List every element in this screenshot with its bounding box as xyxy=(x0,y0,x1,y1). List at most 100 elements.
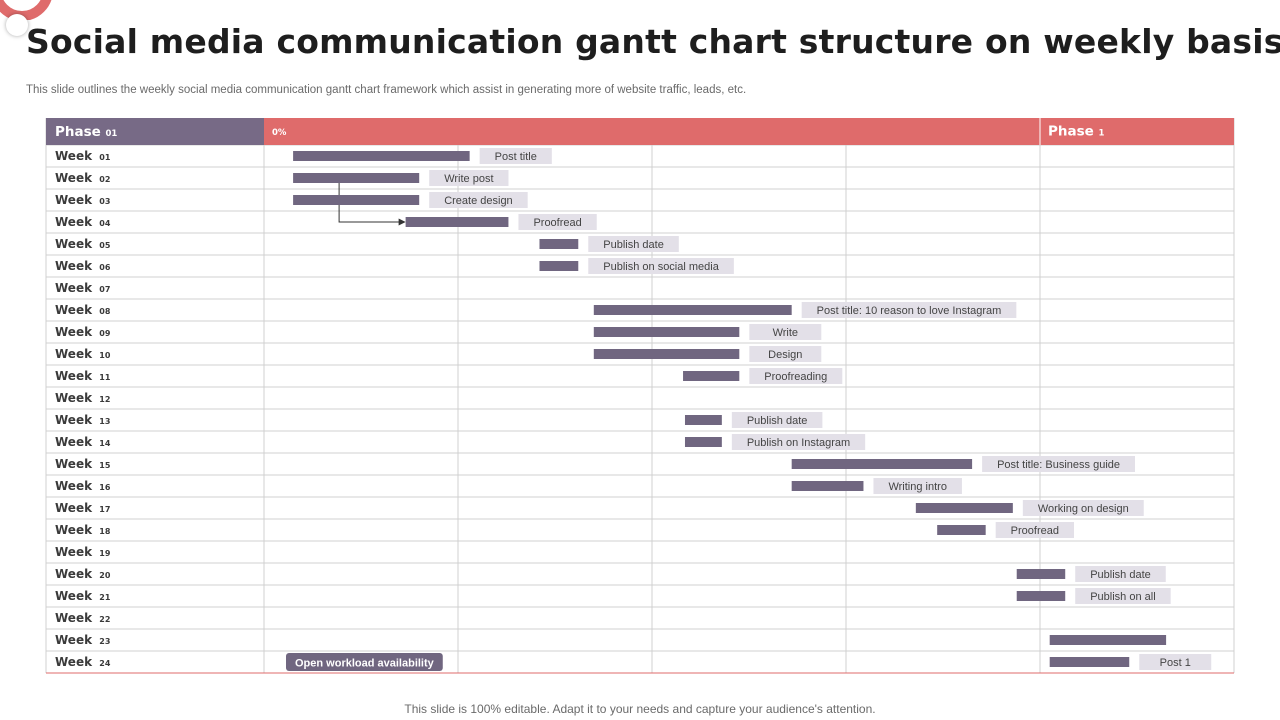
task-bar xyxy=(593,327,740,337)
open-workload-button-bg xyxy=(286,653,443,671)
task-bar xyxy=(293,173,420,183)
task-label-box xyxy=(588,258,734,274)
week-number: 22 xyxy=(99,615,110,624)
task-label-box xyxy=(429,192,528,208)
task-label: Design xyxy=(768,349,802,361)
task-label-box xyxy=(429,170,509,186)
task-bar xyxy=(293,151,470,161)
task-label-box xyxy=(982,456,1136,472)
task-label-box xyxy=(518,214,597,230)
task-label: Proofread xyxy=(533,217,581,229)
week-number: 07 xyxy=(99,285,110,294)
task-bar xyxy=(1016,569,1066,579)
week-number: 20 xyxy=(99,571,111,580)
week-number: 08 xyxy=(99,307,111,316)
task-label-box xyxy=(749,324,822,340)
week-label: Week 18 xyxy=(55,523,111,537)
task-label: Working on design xyxy=(1038,503,1129,515)
task-bar xyxy=(405,217,509,227)
task-label-box xyxy=(1022,500,1144,516)
gantt-header: Phase 01 0% Phase 1 xyxy=(46,118,1234,145)
task-label-box xyxy=(731,434,866,450)
week-label: Week 21 xyxy=(55,589,111,603)
task-label-box xyxy=(1075,566,1166,582)
task-bar xyxy=(684,437,722,447)
week-label: Week 15 xyxy=(55,457,111,471)
week-label: Week 10 xyxy=(55,347,111,361)
week-number: 02 xyxy=(99,175,110,184)
week-label: Week 01 xyxy=(55,149,111,163)
progress-header xyxy=(264,118,1234,145)
gantt-grid xyxy=(45,118,1235,674)
week-number: 10 xyxy=(99,351,111,360)
task-label-box xyxy=(749,346,822,362)
week-label: Week 08 xyxy=(55,303,111,317)
task-label: Post title: Business guide xyxy=(997,459,1120,471)
task-label: Publish on social media xyxy=(603,261,719,273)
task-bar xyxy=(593,349,740,359)
week-label: Week 06 xyxy=(55,259,111,273)
phase-01-header-label: Phase 01 xyxy=(55,124,117,140)
task-label: Post title xyxy=(495,151,537,163)
week-label: Week 23 xyxy=(55,633,110,647)
task-bar xyxy=(1049,657,1130,667)
week-label: Week 04 xyxy=(55,215,111,229)
task-label-box xyxy=(1075,588,1171,604)
week-number: 19 xyxy=(99,549,111,558)
progress-percent-label: 0% xyxy=(272,128,287,138)
week-number: 21 xyxy=(99,593,111,602)
task-label: Proofread xyxy=(1011,525,1059,537)
week-number: 15 xyxy=(99,461,111,470)
week-number: 05 xyxy=(99,241,111,250)
task-label-box xyxy=(479,148,552,164)
page-subtitle: This slide outlines the weekly social me… xyxy=(26,84,747,96)
task-label-box xyxy=(731,412,823,428)
week-label: Week 19 xyxy=(55,545,111,559)
task-label: Post 1 xyxy=(1160,657,1191,669)
week-label: Week 02 xyxy=(55,171,110,185)
task-label-box xyxy=(873,478,962,494)
task-label: Publish on Instagram xyxy=(747,437,850,449)
week-number: 09 xyxy=(99,329,111,338)
task-bar xyxy=(593,305,792,315)
week-number: 24 xyxy=(99,659,111,668)
phase-1-header-label: Phase 1 xyxy=(1048,124,1105,140)
phase-01-header xyxy=(46,118,264,145)
task-label: Publish on all xyxy=(1090,591,1155,603)
week-label: Week 13 xyxy=(55,413,110,427)
dependency-arrowhead xyxy=(398,218,406,226)
task-label: Write xyxy=(773,327,798,339)
task-label: Post title: 10 reason to love Instagram xyxy=(817,305,1002,317)
task-label: Create design xyxy=(444,195,513,207)
week-label: Week 22 xyxy=(55,611,110,625)
open-workload-button[interactable]: Open workload availability xyxy=(286,653,443,671)
week-label: Week 11 xyxy=(55,369,111,383)
corner-dot-decoration xyxy=(6,14,28,36)
task-label-box xyxy=(588,236,679,252)
task-label: Publish date xyxy=(747,415,808,427)
week-label: Week 24 xyxy=(55,655,111,669)
week-label: Week 14 xyxy=(55,435,111,449)
task-label: Proofreading xyxy=(764,371,827,383)
task-label-box xyxy=(749,368,843,384)
task-bar xyxy=(683,371,740,381)
week-label: Week 07 xyxy=(55,281,110,295)
task-label-box xyxy=(1139,654,1212,670)
week-number: 17 xyxy=(99,505,110,514)
week-label: Week 16 xyxy=(55,479,111,493)
task-bar xyxy=(915,503,1013,513)
task-label: Write post xyxy=(444,173,493,185)
task-bar xyxy=(791,459,973,469)
week-label: Week 20 xyxy=(55,567,111,581)
task-bar xyxy=(539,261,579,271)
week-number: 16 xyxy=(99,483,111,492)
task-label: Publish date xyxy=(603,239,664,251)
phase-01-header-number: 01 xyxy=(106,129,118,139)
week-number: 01 xyxy=(99,153,111,162)
page-title: Social media communication gantt chart s… xyxy=(26,22,1280,61)
open-workload-button-label: Open workload availability xyxy=(295,658,435,670)
week-number: 11 xyxy=(99,373,111,382)
gantt-chart: Phase 01 0% Phase 1 Week 01 Week 02 Week 03 W… xyxy=(45,118,1235,674)
week-number: 03 xyxy=(99,197,110,206)
